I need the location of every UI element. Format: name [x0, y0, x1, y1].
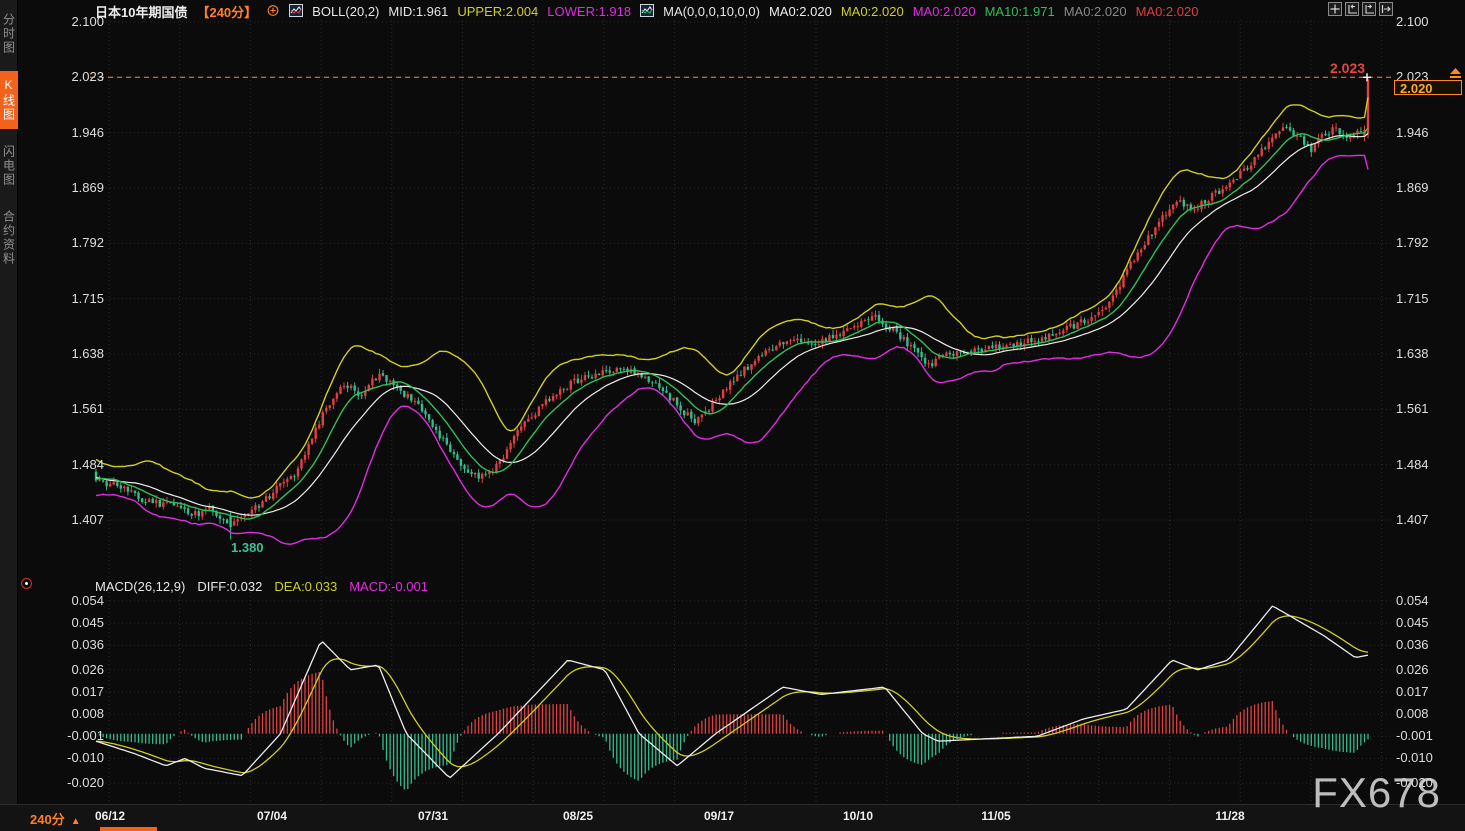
macd-dea-value: DEA:0.033 — [274, 579, 338, 594]
left-axis-tick: 1.792 — [71, 235, 104, 251]
right-axis-tick: 0.036 — [1396, 637, 1429, 653]
right-axis-tick: -0.010 — [1396, 750, 1433, 766]
left-axis-tick: -0.020 — [67, 775, 104, 790]
date-axis-label: 08/25 — [562, 809, 594, 823]
macd-name: MACD(26,12,9) — [95, 579, 186, 594]
left-axis-tick: 1.946 — [71, 124, 104, 140]
date-axis-label: 09/17 — [703, 809, 735, 823]
right-axis-tick: 1.715 — [1396, 290, 1429, 306]
left-axis-tick: 1.484 — [71, 456, 104, 472]
left-axis-tick: 2.100 — [71, 14, 104, 29]
right-axis-tick: -0.001 — [1396, 728, 1433, 744]
date-axis-label: 11/28 — [1215, 809, 1245, 823]
instrument-name: 日本10年期国债 — [95, 5, 188, 20]
boll-mid-value: MID:1.961 — [388, 4, 449, 19]
chart-toolbar — [1328, 2, 1393, 16]
scroll-position-indicator[interactable] — [100, 827, 157, 831]
right-axis-tick: 0.045 — [1396, 615, 1429, 631]
ma-value-label: MA0:2.020 — [840, 4, 904, 19]
footer-period-selector[interactable]: 240分 ▲ — [30, 812, 81, 827]
ma-indicator-icon[interactable] — [640, 3, 655, 20]
left-axis-tick: 1.715 — [71, 290, 104, 306]
ma-value-label: MA0:2.020 — [912, 4, 976, 19]
left-axis-tick: -0.001 — [67, 728, 104, 744]
period-dropdown-arrow: ▲ — [70, 816, 81, 827]
boll-upper-value: UPPER:2.004 — [457, 4, 539, 19]
left-axis-tick: 1.561 — [71, 401, 104, 417]
current-price-tag: 2.020 — [1394, 80, 1462, 96]
sidebar: 分时图 K线图 闪电图 合约资料 — [0, 0, 18, 805]
left-axis-tick: 0.017 — [71, 684, 104, 699]
session-low-annotation: 1.380 — [231, 540, 264, 555]
right-axis-tick: 1.792 — [1396, 235, 1429, 251]
date-axis-label: 11/05 — [981, 809, 1011, 823]
right-axis-tick: 1.946 — [1396, 124, 1429, 140]
left-axis-tick: 0.054 — [71, 593, 104, 608]
right-axis-tick: 1.407 — [1396, 512, 1429, 527]
boll-name: BOLL(20,2) — [312, 4, 380, 19]
right-axis-tick: 2.100 — [1396, 14, 1429, 29]
zoom-out-icon[interactable] — [1345, 2, 1359, 16]
right-axis-tick: 1.869 — [1396, 180, 1429, 195]
scroll-to-latest-icon[interactable] — [1448, 67, 1463, 85]
right-axis-tick: -0.020 — [1396, 775, 1433, 790]
right-axis-tick: 0.026 — [1396, 661, 1429, 677]
left-axis-tick: 1.638 — [71, 346, 104, 361]
left-axis-tick: 0.026 — [71, 661, 104, 677]
ma-name: MA(0,0,0,10,0,0) — [663, 4, 760, 19]
left-axis-tick: 1.407 — [71, 512, 104, 527]
sidebar-tab-kline-chart[interactable]: K线图 — [0, 71, 18, 129]
sidebar-tab-contract-info[interactable]: 合约资料 — [1, 210, 16, 266]
period-label[interactable]: 【240分】 — [196, 5, 258, 20]
left-axis-tick: 2.023 — [71, 69, 104, 85]
macd-diff-value: DIFF:0.032 — [197, 579, 263, 594]
go-to-latest-icon[interactable] — [1379, 2, 1393, 16]
macd-value: MACD:-0.001 — [349, 579, 428, 594]
date-axis-label: 10/10 — [842, 809, 874, 823]
date-axis-label: 07/31 — [417, 809, 449, 823]
last-high-annotation: 2.023 — [1330, 60, 1366, 76]
ma-values: MA0:2.020 MA0:2.020 MA0:2.020 MA10:1.971 MA0… — [769, 4, 1198, 19]
boll-lower-value: LOWER:1.918 — [547, 4, 632, 19]
ma-value-label: MA0:2.020 — [768, 4, 832, 19]
ma-value-label: MA0:2.020 — [1063, 4, 1127, 19]
left-axis-tick: 0.008 — [71, 706, 104, 722]
left-axis-tick: 0.045 — [71, 615, 104, 631]
expand-icon[interactable] — [266, 4, 280, 20]
sidebar-tab-time-chart[interactable]: 分时图 — [1, 13, 16, 55]
crosshair-icon[interactable] — [1328, 2, 1342, 16]
sidebar-tab-flash-chart[interactable]: 闪电图 — [1, 145, 16, 187]
right-axis-tick: 0.054 — [1396, 593, 1429, 608]
right-axis-tick: 1.561 — [1396, 401, 1429, 417]
right-axis-tick: 1.484 — [1396, 456, 1429, 472]
right-axis-tick: 0.008 — [1396, 706, 1429, 722]
macd-header: MACD(26,12,9) DIFF:0.032 DEA:0.033 MACD:… — [95, 579, 428, 594]
left-axis-tick: -0.010 — [67, 750, 104, 766]
date-axis-label: 07/04 — [256, 809, 288, 823]
time-axis-bar: 240分 ▲ 06/12 07/04 07/31 08/25 09/17 10/10 11/0… — [0, 804, 1465, 831]
right-axis-tick: 0.017 — [1396, 684, 1429, 699]
ma-value-label: MA0:2.020 — [1135, 4, 1199, 19]
date-axis-label: 06/12 — [94, 809, 126, 823]
left-axis-tick: 1.869 — [71, 180, 104, 195]
left-axis-tick: 0.036 — [71, 637, 104, 653]
right-axis-tick: 1.638 — [1396, 346, 1429, 361]
zoom-in-icon[interactable] — [1362, 2, 1376, 16]
indicator-settings-icon[interactable] — [21, 578, 32, 589]
chart-title-bar: 日本10年期国债 【240分】 BOLL(20,2) MID:1.961 UPP… — [95, 3, 1198, 20]
ma-value-label: MA10:1.971 — [984, 4, 1055, 19]
boll-indicator-icon[interactable] — [289, 3, 304, 20]
